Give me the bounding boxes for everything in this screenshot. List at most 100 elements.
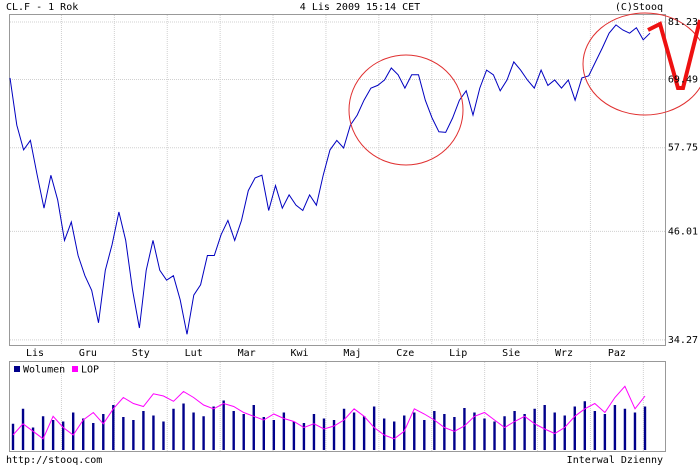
volume-bar [613, 405, 617, 450]
volume-bar [112, 405, 115, 450]
volume-bar [252, 405, 255, 450]
volume-bar [553, 412, 556, 450]
y-tick-label: 57.75 [668, 143, 698, 154]
volume-bar [382, 418, 386, 450]
volume-bar [322, 418, 326, 450]
volume-bar [603, 414, 607, 450]
volume-bar [242, 414, 245, 450]
volume-bar [71, 412, 75, 450]
volume-bar [302, 423, 306, 450]
y-tick-label: 81.23 [668, 17, 698, 28]
chart-date: 4 Lis 2009 15:14 CET [300, 2, 420, 13]
volume-bar [92, 423, 95, 450]
y-tick-label: 69.49 [668, 75, 698, 86]
volume-bar [222, 400, 225, 450]
volume-bar [142, 411, 145, 450]
volume-bar [51, 420, 55, 450]
footer-right: Interwal Dzienny [567, 455, 663, 466]
chart-title: CL.F - 1 Rok [6, 2, 78, 13]
volume-bar [332, 420, 336, 450]
footer-left: http://stooq.com [6, 455, 102, 466]
volume-bar [352, 412, 356, 450]
price-line [9, 24, 651, 335]
legend-swatch [14, 366, 20, 372]
chart-source: (C)Stooq [615, 2, 663, 13]
volume-bar [82, 418, 85, 450]
x-tick-label: Sie [502, 348, 520, 359]
x-tick-label: Gru [79, 348, 97, 359]
volume-bar [413, 412, 416, 450]
volume-bar [623, 408, 627, 450]
volume-bar [563, 415, 566, 450]
volume-bar [473, 412, 476, 450]
volume-bar [192, 412, 195, 450]
x-tick-label: Maj [343, 348, 361, 359]
volume-bar [262, 417, 265, 450]
volume-bar [493, 421, 496, 450]
x-tick-label: Lis [26, 348, 44, 359]
annotation-circle [582, 12, 700, 116]
x-tick-label: Kwi [290, 348, 308, 359]
volume-bar [122, 417, 125, 450]
volume-bar [292, 421, 296, 450]
volume-bar [282, 412, 286, 450]
volume-bar [533, 408, 536, 450]
volume-bar [31, 427, 35, 450]
volume-bar [393, 421, 396, 450]
volume-bar [433, 411, 436, 450]
volume-bar [633, 412, 637, 450]
lop-line [12, 385, 646, 440]
x-tick-label: Cze [396, 348, 414, 359]
volume-bar [573, 406, 576, 450]
legend-swatch [72, 366, 78, 372]
volume-bar [342, 408, 346, 450]
volume-bar [272, 420, 276, 450]
x-tick-label: Sty [132, 348, 150, 359]
y-tick-label: 34.27 [668, 335, 698, 346]
volume-bar [513, 411, 516, 450]
volume-bar [643, 406, 647, 450]
volume-bar [162, 421, 165, 450]
volume-bar [11, 423, 15, 450]
volume-bar [152, 415, 155, 450]
volume-bar [21, 408, 25, 450]
volume-bar [172, 408, 175, 450]
y-tick-label: 46.01 [668, 226, 698, 237]
volume-bar [362, 416, 366, 450]
volume-bar [372, 406, 376, 450]
volume-bar [212, 406, 215, 450]
x-tick-label: Mar [238, 348, 256, 359]
volume-panel [9, 361, 666, 452]
volume-bar [312, 414, 316, 450]
volume-bar [423, 420, 426, 450]
x-tick-label: Paz [608, 348, 626, 359]
volume-bar [102, 414, 105, 450]
x-tick-label: Lut [185, 348, 203, 359]
volume-bar [483, 418, 486, 450]
volume-bar [41, 416, 45, 450]
volume-bar [61, 421, 65, 450]
volume-bar [583, 401, 587, 450]
price-panel [9, 14, 666, 346]
volume-bar [593, 411, 597, 450]
legend-label: Wolumen [23, 365, 65, 376]
x-tick-label: Wrz [555, 348, 573, 359]
volume-bar [132, 420, 135, 450]
volume-bar [182, 403, 185, 450]
legend-label: LOP [81, 365, 99, 376]
annotation-stroke [647, 19, 700, 90]
volume-bar [503, 416, 506, 450]
volume-bar [463, 408, 466, 450]
volume-bar [443, 414, 446, 450]
x-tick-label: Lip [449, 348, 467, 359]
volume-bar [232, 411, 235, 450]
annotation-circle [348, 54, 464, 166]
volume-bar [403, 415, 406, 450]
marks [9, 24, 651, 450]
volume-bar [202, 416, 205, 450]
volume-bar [453, 417, 456, 450]
volume-bar [523, 414, 526, 450]
volume-bar [543, 405, 546, 450]
